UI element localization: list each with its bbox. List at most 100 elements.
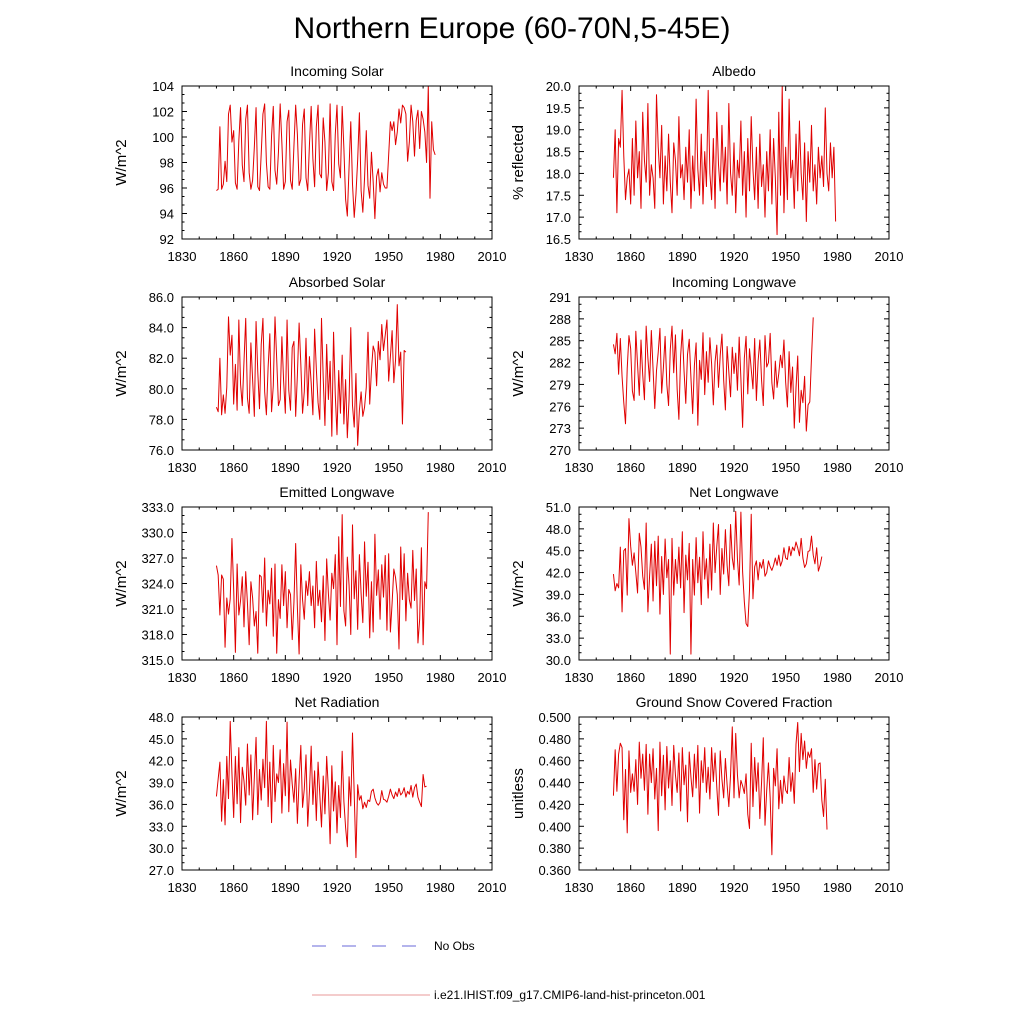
x-tick-label: 1830 xyxy=(168,670,197,685)
x-tick-label: 1830 xyxy=(565,880,594,895)
y-tick-label: 282 xyxy=(549,356,571,371)
x-tick-label: 1920 xyxy=(323,880,352,895)
y-tick-label: 0.380 xyxy=(538,841,571,856)
x-tick-label: 1920 xyxy=(323,670,352,685)
legend-label-model: i.e21.IHIST.f09_g17.CMIP6-land-hist-prin… xyxy=(434,988,706,1002)
y-tick-label: 48.0 xyxy=(546,522,571,537)
panel-title: Net Radiation xyxy=(295,694,380,710)
x-tick-label: 1860 xyxy=(616,670,645,685)
x-tick-label: 1890 xyxy=(271,880,300,895)
y-tick-label: 39.0 xyxy=(149,776,174,791)
y-tick-label: 273 xyxy=(549,421,571,436)
y-tick-label: 45.0 xyxy=(546,544,571,559)
x-tick-label: 1830 xyxy=(168,460,197,475)
x-tick-label: 1890 xyxy=(271,249,300,264)
x-tick-label: 2010 xyxy=(875,670,904,685)
panel-net-radiation: 1830 1860 1890 1920 1950 1980 2010 27.0 30.0 33.0… xyxy=(113,694,506,895)
y-axis-label: unitless xyxy=(510,768,527,819)
y-tick-label: 36.0 xyxy=(149,797,174,812)
y-tick-label: 18.5 xyxy=(546,145,571,160)
x-tick-label: 1860 xyxy=(219,249,248,264)
x-tick-label: 1920 xyxy=(323,460,352,475)
y-tick-label: 0.360 xyxy=(538,863,571,878)
x-tick-label: 2010 xyxy=(875,880,904,895)
y-tick-label: 51.0 xyxy=(546,500,571,515)
panel-title: Ground Snow Covered Fraction xyxy=(636,694,833,710)
legend-label-no-obs: No Obs xyxy=(434,939,475,953)
panel-net-longwave: 1830 1860 1890 1920 1950 1980 2010 30.0 33.0 36.0… xyxy=(510,484,903,685)
y-axis-label: W/m^2 xyxy=(510,350,527,396)
x-tick-label: 1830 xyxy=(168,880,197,895)
x-tick-label: 2010 xyxy=(478,249,507,264)
y-tick-label: 76.0 xyxy=(149,443,174,458)
x-tick-label: 2010 xyxy=(478,670,507,685)
x-tick-label: 1980 xyxy=(823,880,852,895)
panel-title: Incoming Longwave xyxy=(672,274,797,290)
x-tick-label: 1950 xyxy=(771,460,800,475)
x-tick-label: 1980 xyxy=(426,460,455,475)
y-axis-label: W/m^2 xyxy=(113,350,130,396)
y-tick-label: 270 xyxy=(549,443,571,458)
y-tick-label: 80.0 xyxy=(149,382,174,397)
y-tick-label: 285 xyxy=(549,334,571,349)
y-tick-label: 84.0 xyxy=(149,321,174,336)
y-tick-label: 33.0 xyxy=(546,631,571,646)
x-tick-label: 1830 xyxy=(565,670,594,685)
y-tick-label: 33.0 xyxy=(149,819,174,834)
y-tick-label: 333.0 xyxy=(141,500,174,515)
panel-title: Absorbed Solar xyxy=(289,274,386,290)
series-line-incoming-solar xyxy=(216,85,436,220)
y-axis-label: W/m^2 xyxy=(113,560,130,606)
y-tick-label: 0.400 xyxy=(538,819,571,834)
panel-ground-snow-covered-fraction: 1830 1860 1890 1920 1950 1980 2010 0.360 0.380 0.… xyxy=(510,694,903,895)
panel-absorbed-solar: 1830 1860 1890 1920 1950 1980 2010 76.0 78.0 80.0… xyxy=(113,274,506,475)
y-tick-label: 0.480 xyxy=(538,732,571,747)
x-tick-label: 1830 xyxy=(168,249,197,264)
x-tick-label: 1950 xyxy=(374,249,403,264)
x-tick-label: 1980 xyxy=(823,249,852,264)
x-tick-label: 2010 xyxy=(478,460,507,475)
series-line-net-radiation xyxy=(215,720,427,859)
y-tick-label: 36.0 xyxy=(546,609,571,624)
x-tick-label: 1950 xyxy=(771,880,800,895)
y-tick-label: 102 xyxy=(152,105,174,120)
x-tick-label: 1920 xyxy=(323,249,352,264)
x-tick-label: 1890 xyxy=(668,249,697,264)
y-tick-label: 94 xyxy=(160,207,174,222)
y-tick-label: 42.0 xyxy=(149,754,174,769)
x-tick-label: 1890 xyxy=(668,880,697,895)
x-tick-label: 1890 xyxy=(668,670,697,685)
x-tick-label: 1890 xyxy=(668,460,697,475)
y-tick-label: 19.5 xyxy=(546,101,571,116)
panel-incoming-longwave: 1830 1860 1890 1920 1950 1980 2010 270 273 276 279… xyxy=(510,274,903,475)
y-axis-label: W/m^2 xyxy=(113,770,130,816)
x-tick-label: 1950 xyxy=(771,670,800,685)
plot-frame xyxy=(578,506,890,661)
x-tick-label: 1950 xyxy=(374,460,403,475)
y-tick-label: 330.0 xyxy=(141,526,174,541)
x-tick-label: 1920 xyxy=(720,670,749,685)
panel-title: Net Longwave xyxy=(689,484,779,500)
y-tick-label: 276 xyxy=(549,399,571,414)
y-tick-label: 39.0 xyxy=(546,587,571,602)
series-line-net-longwave xyxy=(612,510,823,655)
x-tick-label: 1920 xyxy=(720,460,749,475)
x-tick-label: 2010 xyxy=(875,249,904,264)
y-tick-label: 315.0 xyxy=(141,653,174,668)
y-tick-label: 98 xyxy=(160,156,174,171)
x-tick-label: 1980 xyxy=(426,670,455,685)
x-tick-label: 1950 xyxy=(374,670,403,685)
series-line-incoming-longwave xyxy=(612,317,814,432)
x-tick-label: 1860 xyxy=(219,670,248,685)
y-tick-label: 0.420 xyxy=(538,797,571,812)
x-tick-label: 2010 xyxy=(478,880,507,895)
y-tick-label: 86.0 xyxy=(149,290,174,305)
series-line-ground-snow-covered-fraction xyxy=(612,721,828,856)
panel-albedo: 1830 1860 1890 1920 1950 1980 2010 16.5 17.0 17.5… xyxy=(510,63,903,264)
x-tick-label: 1890 xyxy=(271,460,300,475)
x-tick-label: 1950 xyxy=(771,249,800,264)
y-tick-label: 104 xyxy=(152,79,174,94)
x-tick-label: 1860 xyxy=(219,460,248,475)
y-tick-label: 0.500 xyxy=(538,710,571,725)
